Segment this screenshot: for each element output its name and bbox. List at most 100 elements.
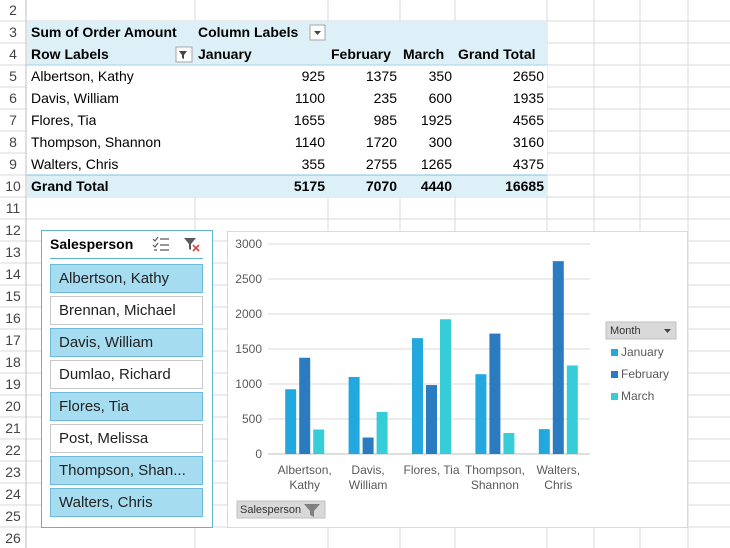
slicer-title: Salesperson <box>50 236 134 252</box>
dropdown-arrow <box>314 31 321 35</box>
x-tick-label: Walters, Chris <box>536 463 581 492</box>
row-label: Thompson, Shannon <box>31 134 161 150</box>
row-number: 16 <box>5 310 21 326</box>
bar <box>348 377 360 454</box>
row-number: 21 <box>5 420 21 436</box>
axis-field-icon <box>304 504 320 517</box>
y-tick-label: 500 <box>241 412 262 426</box>
legend-field-label[interactable]: Month <box>610 325 641 337</box>
row-number: 11 <box>5 200 21 216</box>
legend-field-button[interactable] <box>605 321 677 340</box>
slicer-item[interactable]: Albertson, Kathy <box>50 264 203 293</box>
filter-icon <box>179 51 187 59</box>
value-cell: 1655 <box>293 112 325 128</box>
y-tick-label: 0 <box>255 447 262 461</box>
y-tick-label: 2000 <box>235 307 262 321</box>
bar <box>440 319 451 454</box>
value-cell: 1140 <box>294 134 325 150</box>
column-labels: Column Labels <box>198 24 299 40</box>
bar <box>566 365 578 454</box>
grand-total-label: Grand Total <box>31 178 109 194</box>
pivot-total-fill <box>27 175 547 197</box>
value-cell: 2755 <box>365 156 397 172</box>
value-cell: 925 <box>301 68 325 84</box>
value-cell: 1925 <box>420 112 452 128</box>
grand-total-cell: 4440 <box>420 178 452 194</box>
grand-total-cell: 7070 <box>365 178 397 194</box>
bar <box>299 357 311 454</box>
axis-field-label[interactable]: Salesperson <box>240 504 302 516</box>
grand-total-cell: 16685 <box>505 178 544 194</box>
slicer-item[interactable]: Walters, Chris <box>50 488 203 517</box>
axis-field-button[interactable] <box>236 500 326 519</box>
row-number: 24 <box>5 486 21 502</box>
value-cell: 4375 <box>512 156 544 172</box>
bar <box>412 338 423 454</box>
legend-label: March <box>621 389 655 403</box>
row-number: 4 <box>9 46 17 62</box>
bar <box>489 333 501 454</box>
value-cell: 350 <box>428 68 452 84</box>
value-cell: 300 <box>428 134 452 150</box>
row-label: Davis, William <box>31 90 119 106</box>
slicer-item[interactable]: Davis, William <box>50 328 203 357</box>
clear-filter-x <box>192 244 200 252</box>
row-number: 8 <box>9 134 17 150</box>
value-cell: 1100 <box>294 90 325 106</box>
slicer-item[interactable]: Brennan, Michael <box>50 296 203 325</box>
value-field: Sum of Order Amount <box>31 24 177 40</box>
row-number: 15 <box>5 288 21 304</box>
row-number: 23 <box>5 464 21 480</box>
row-number: 25 <box>5 508 21 524</box>
row-label: Flores, Tia <box>31 112 97 128</box>
legend-swatch <box>611 371 618 378</box>
value-cell: 235 <box>373 90 397 106</box>
row-number: 18 <box>5 354 21 370</box>
y-tick-label: 3000 <box>235 237 262 251</box>
value-cell: 985 <box>373 112 397 128</box>
bar <box>285 389 297 454</box>
multi-select-icon[interactable] <box>152 236 169 251</box>
legend-swatch <box>611 393 618 400</box>
value-cell: 1935 <box>512 90 544 106</box>
grand-total-cell: 5175 <box>293 178 325 194</box>
row-number: 10 <box>5 178 21 194</box>
column-header: Grand Total <box>458 46 536 62</box>
bar <box>538 429 550 454</box>
slicer-item[interactable]: Thompson, Shan... <box>50 456 203 485</box>
slicer-item[interactable]: Flores, Tia <box>50 392 203 421</box>
row-number: 22 <box>5 442 21 458</box>
bar <box>552 261 564 454</box>
column-header: March <box>403 46 445 62</box>
value-cell: 1375 <box>365 68 397 84</box>
y-tick-label: 1500 <box>235 342 262 356</box>
row-number: 7 <box>9 112 17 128</box>
bar <box>426 385 437 454</box>
legend-swatch <box>611 349 618 356</box>
row-labels: Row Labels <box>31 46 109 62</box>
x-tick-label: Davis, William <box>348 463 388 492</box>
bar <box>362 437 374 454</box>
row-label: Walters, Chris <box>31 156 119 172</box>
row-number: 13 <box>5 244 21 260</box>
slicer-item[interactable]: Dumlao, Richard <box>50 360 203 389</box>
legend-label: January <box>621 345 664 359</box>
value-cell: 3160 <box>512 134 544 150</box>
column-header: February <box>331 46 391 62</box>
slicer-item[interactable]: Post, Melissa <box>50 424 203 453</box>
row-label: Albertson, Kathy <box>31 68 134 84</box>
value-cell: 600 <box>428 90 452 106</box>
value-cell: 355 <box>301 156 325 172</box>
clear-filter-icon[interactable] <box>184 238 196 250</box>
value-cell: 4565 <box>512 112 544 128</box>
row-number: 9 <box>9 156 17 172</box>
row-number: 6 <box>9 90 17 106</box>
column-header: January <box>198 46 252 62</box>
row-number: 2 <box>9 2 17 18</box>
y-tick-label: 2500 <box>235 272 262 286</box>
legend-label: February <box>621 367 670 381</box>
x-tick-label: Albertson, Kathy <box>277 463 332 492</box>
bar <box>475 374 487 454</box>
